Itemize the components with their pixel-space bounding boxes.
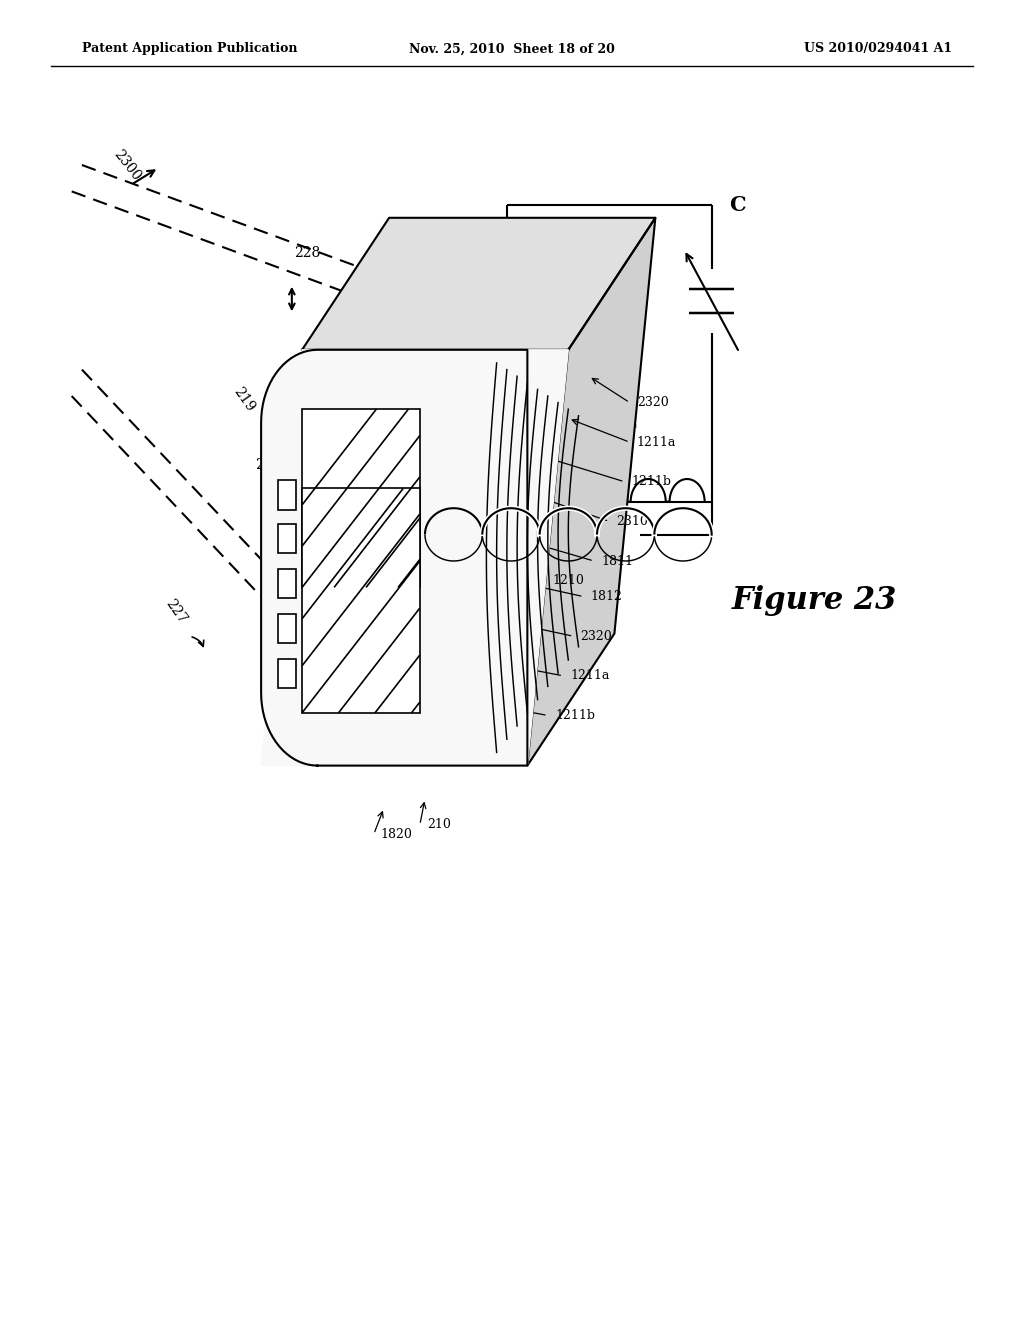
Text: 1210: 1210 — [552, 535, 585, 548]
Polygon shape — [278, 614, 296, 643]
Text: 1211b: 1211b — [555, 709, 595, 722]
Polygon shape — [527, 218, 655, 766]
Text: R: R — [458, 306, 474, 327]
Text: L: L — [623, 412, 637, 433]
Polygon shape — [278, 659, 296, 688]
Text: 1820: 1820 — [381, 828, 413, 841]
Text: 2320: 2320 — [637, 396, 669, 409]
Text: C: C — [729, 194, 745, 215]
Polygon shape — [261, 350, 568, 766]
Polygon shape — [278, 569, 296, 598]
Polygon shape — [278, 480, 296, 510]
Polygon shape — [261, 350, 527, 766]
Text: 219: 219 — [230, 385, 257, 414]
Text: Figure 23: Figure 23 — [731, 585, 897, 616]
Text: 227: 227 — [163, 597, 189, 626]
Text: 1211a: 1211a — [637, 436, 676, 449]
Text: Patent Application Publication: Patent Application Publication — [82, 42, 297, 55]
Polygon shape — [302, 488, 420, 713]
Text: 2320: 2320 — [581, 630, 612, 643]
Text: 2310: 2310 — [616, 515, 648, 528]
Polygon shape — [278, 524, 296, 553]
Text: 228: 228 — [294, 247, 321, 260]
Text: Nov. 25, 2010  Sheet 18 of 20: Nov. 25, 2010 Sheet 18 of 20 — [409, 42, 615, 55]
Polygon shape — [302, 409, 420, 587]
Text: 1211b: 1211b — [632, 475, 672, 488]
Text: 1210: 1210 — [552, 574, 585, 587]
Text: 2300: 2300 — [111, 147, 143, 183]
Text: 1211a: 1211a — [570, 669, 609, 682]
Text: 1812: 1812 — [591, 590, 623, 603]
Text: 220: 220 — [255, 458, 282, 471]
Text: US 2010/0294041 A1: US 2010/0294041 A1 — [804, 42, 952, 55]
Polygon shape — [302, 218, 655, 350]
Text: 1811: 1811 — [601, 554, 633, 568]
Text: 210: 210 — [427, 818, 451, 832]
